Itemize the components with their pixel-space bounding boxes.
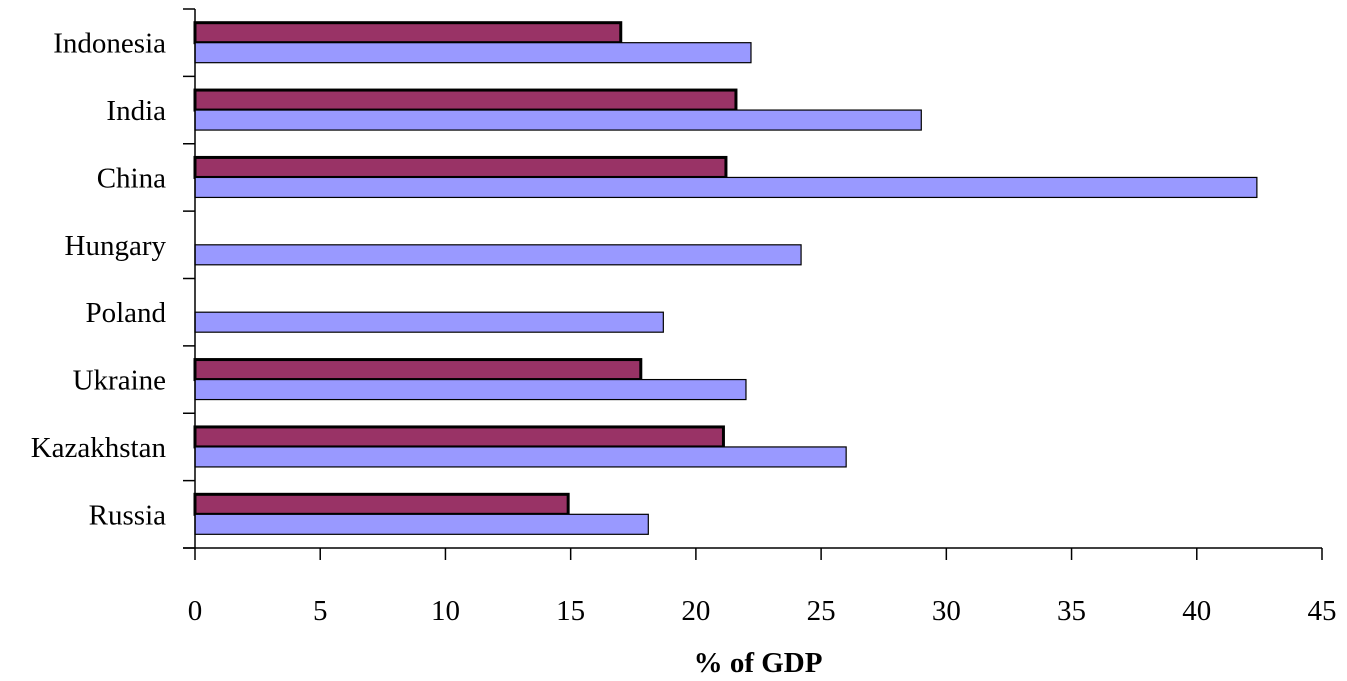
bar-series-2: [194, 513, 649, 535]
y-tick-label: Poland: [85, 297, 166, 329]
x-axis-labels: 0 5 10 15 20 25 30 35 40 45: [188, 595, 1337, 627]
x-axis-title: % of GDP: [694, 647, 823, 679]
bar-series-2: [194, 109, 922, 131]
bar-series-1: [193, 492, 570, 516]
x-tick-label: 40: [1182, 595, 1211, 627]
bar-series-2: [194, 42, 752, 64]
x-tick-label: 25: [807, 595, 836, 627]
x-tick-label: 0: [188, 595, 203, 627]
x-tick-label: 20: [681, 595, 710, 627]
x-tick-label: 15: [556, 595, 585, 627]
bars-layer: [193, 21, 1258, 535]
y-tick-label: Kazakhstan: [31, 432, 167, 464]
bar-series-2: [194, 378, 747, 401]
y-tick-label: India: [106, 95, 166, 127]
bar-series-2: [194, 176, 1258, 199]
y-tick-label: Indonesia: [53, 28, 166, 60]
y-tick-label: Russia: [89, 499, 166, 531]
x-tick-label: 35: [1057, 595, 1086, 627]
bar-series-2: [194, 311, 664, 333]
y-tick-label: China: [97, 162, 166, 194]
x-tick-label: 10: [431, 595, 460, 627]
bar-series-1: [193, 358, 643, 382]
bar-series-1: [193, 88, 738, 112]
y-tick-label: Hungary: [65, 230, 167, 262]
x-tick-label: 45: [1308, 595, 1337, 627]
x-tick-label: 5: [313, 595, 328, 627]
bar-series-2: [194, 446, 847, 468]
y-tick-label: Ukraine: [73, 365, 166, 397]
bar-series-2: [194, 244, 802, 266]
bar-series-1: [193, 425, 725, 449]
x-tick-label: 30: [932, 595, 961, 627]
y-axis-ticks: [183, 8, 195, 549]
y-axis-labels: Indonesia India China Hungary Poland Ukraine K…: [31, 28, 167, 532]
bar-series-1: [193, 155, 728, 179]
x-axis-ticks: [194, 548, 1323, 560]
bar-series-1: [193, 21, 623, 45]
